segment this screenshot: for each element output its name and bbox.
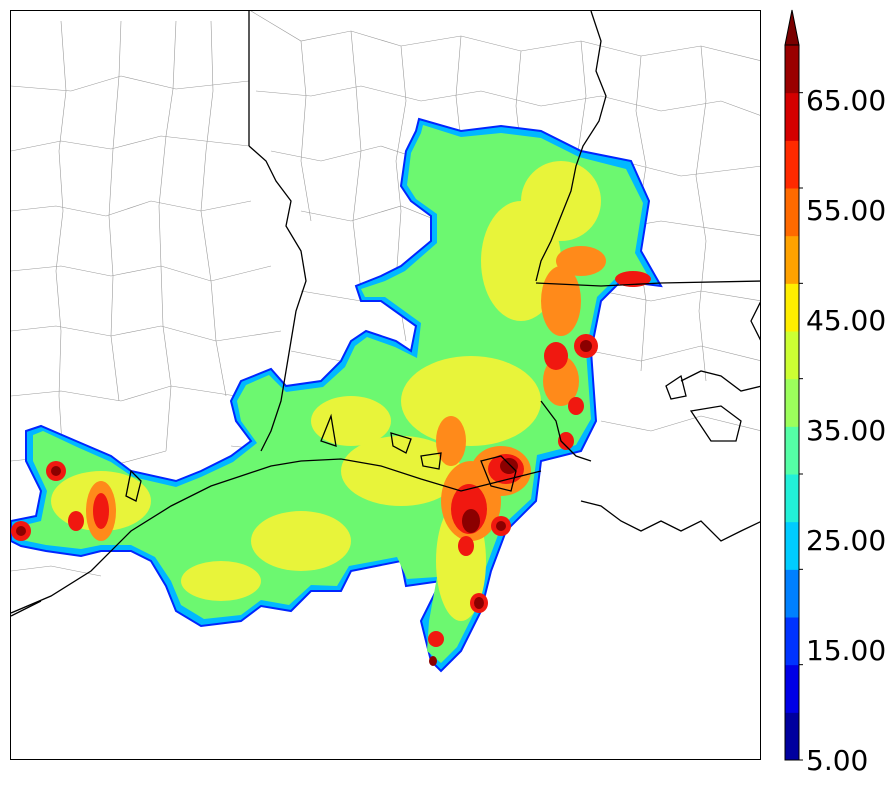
map-panel	[10, 10, 761, 760]
colorbar-tick-label: 5.00	[806, 744, 869, 777]
colorbar-tick-label: 45.00	[806, 304, 887, 337]
colorbar-segment	[785, 521, 799, 570]
colorbar-tick-label: 15.00	[806, 634, 887, 667]
colorbar-segment	[785, 283, 799, 332]
colorbar-extend-arrow	[784, 9, 800, 46]
colorbar-segment	[785, 92, 799, 141]
state-boundaries	[11, 11, 760, 617]
colorbar-segments	[785, 45, 799, 761]
colorbar-segment	[785, 188, 799, 237]
colorbar-tick-label: 55.00	[806, 194, 887, 227]
colorbar-segment	[785, 617, 799, 666]
colorbar-segment	[785, 331, 799, 380]
radar-map	[11, 11, 760, 673]
reflectivity-field	[11, 117, 663, 673]
colorbar-tick-label: 25.00	[806, 524, 887, 557]
colorbar-segment	[785, 378, 799, 427]
colorbar-segment	[785, 712, 799, 761]
colorbar	[784, 9, 803, 761]
colorbar-tick-label: 65.00	[806, 84, 887, 117]
colorbar-segment	[785, 45, 799, 94]
colorbar-segment	[785, 569, 799, 618]
colorbar-tick-label: 35.00	[806, 414, 887, 447]
colorbar-ticks	[799, 92, 803, 761]
colorbar-segment	[785, 235, 799, 284]
colorbar-outline	[784, 44, 800, 761]
colorbar-segment	[785, 140, 799, 189]
colorbar-segment	[785, 426, 799, 475]
colorbar-segment	[785, 664, 799, 713]
colorbar-segment	[785, 474, 799, 523]
